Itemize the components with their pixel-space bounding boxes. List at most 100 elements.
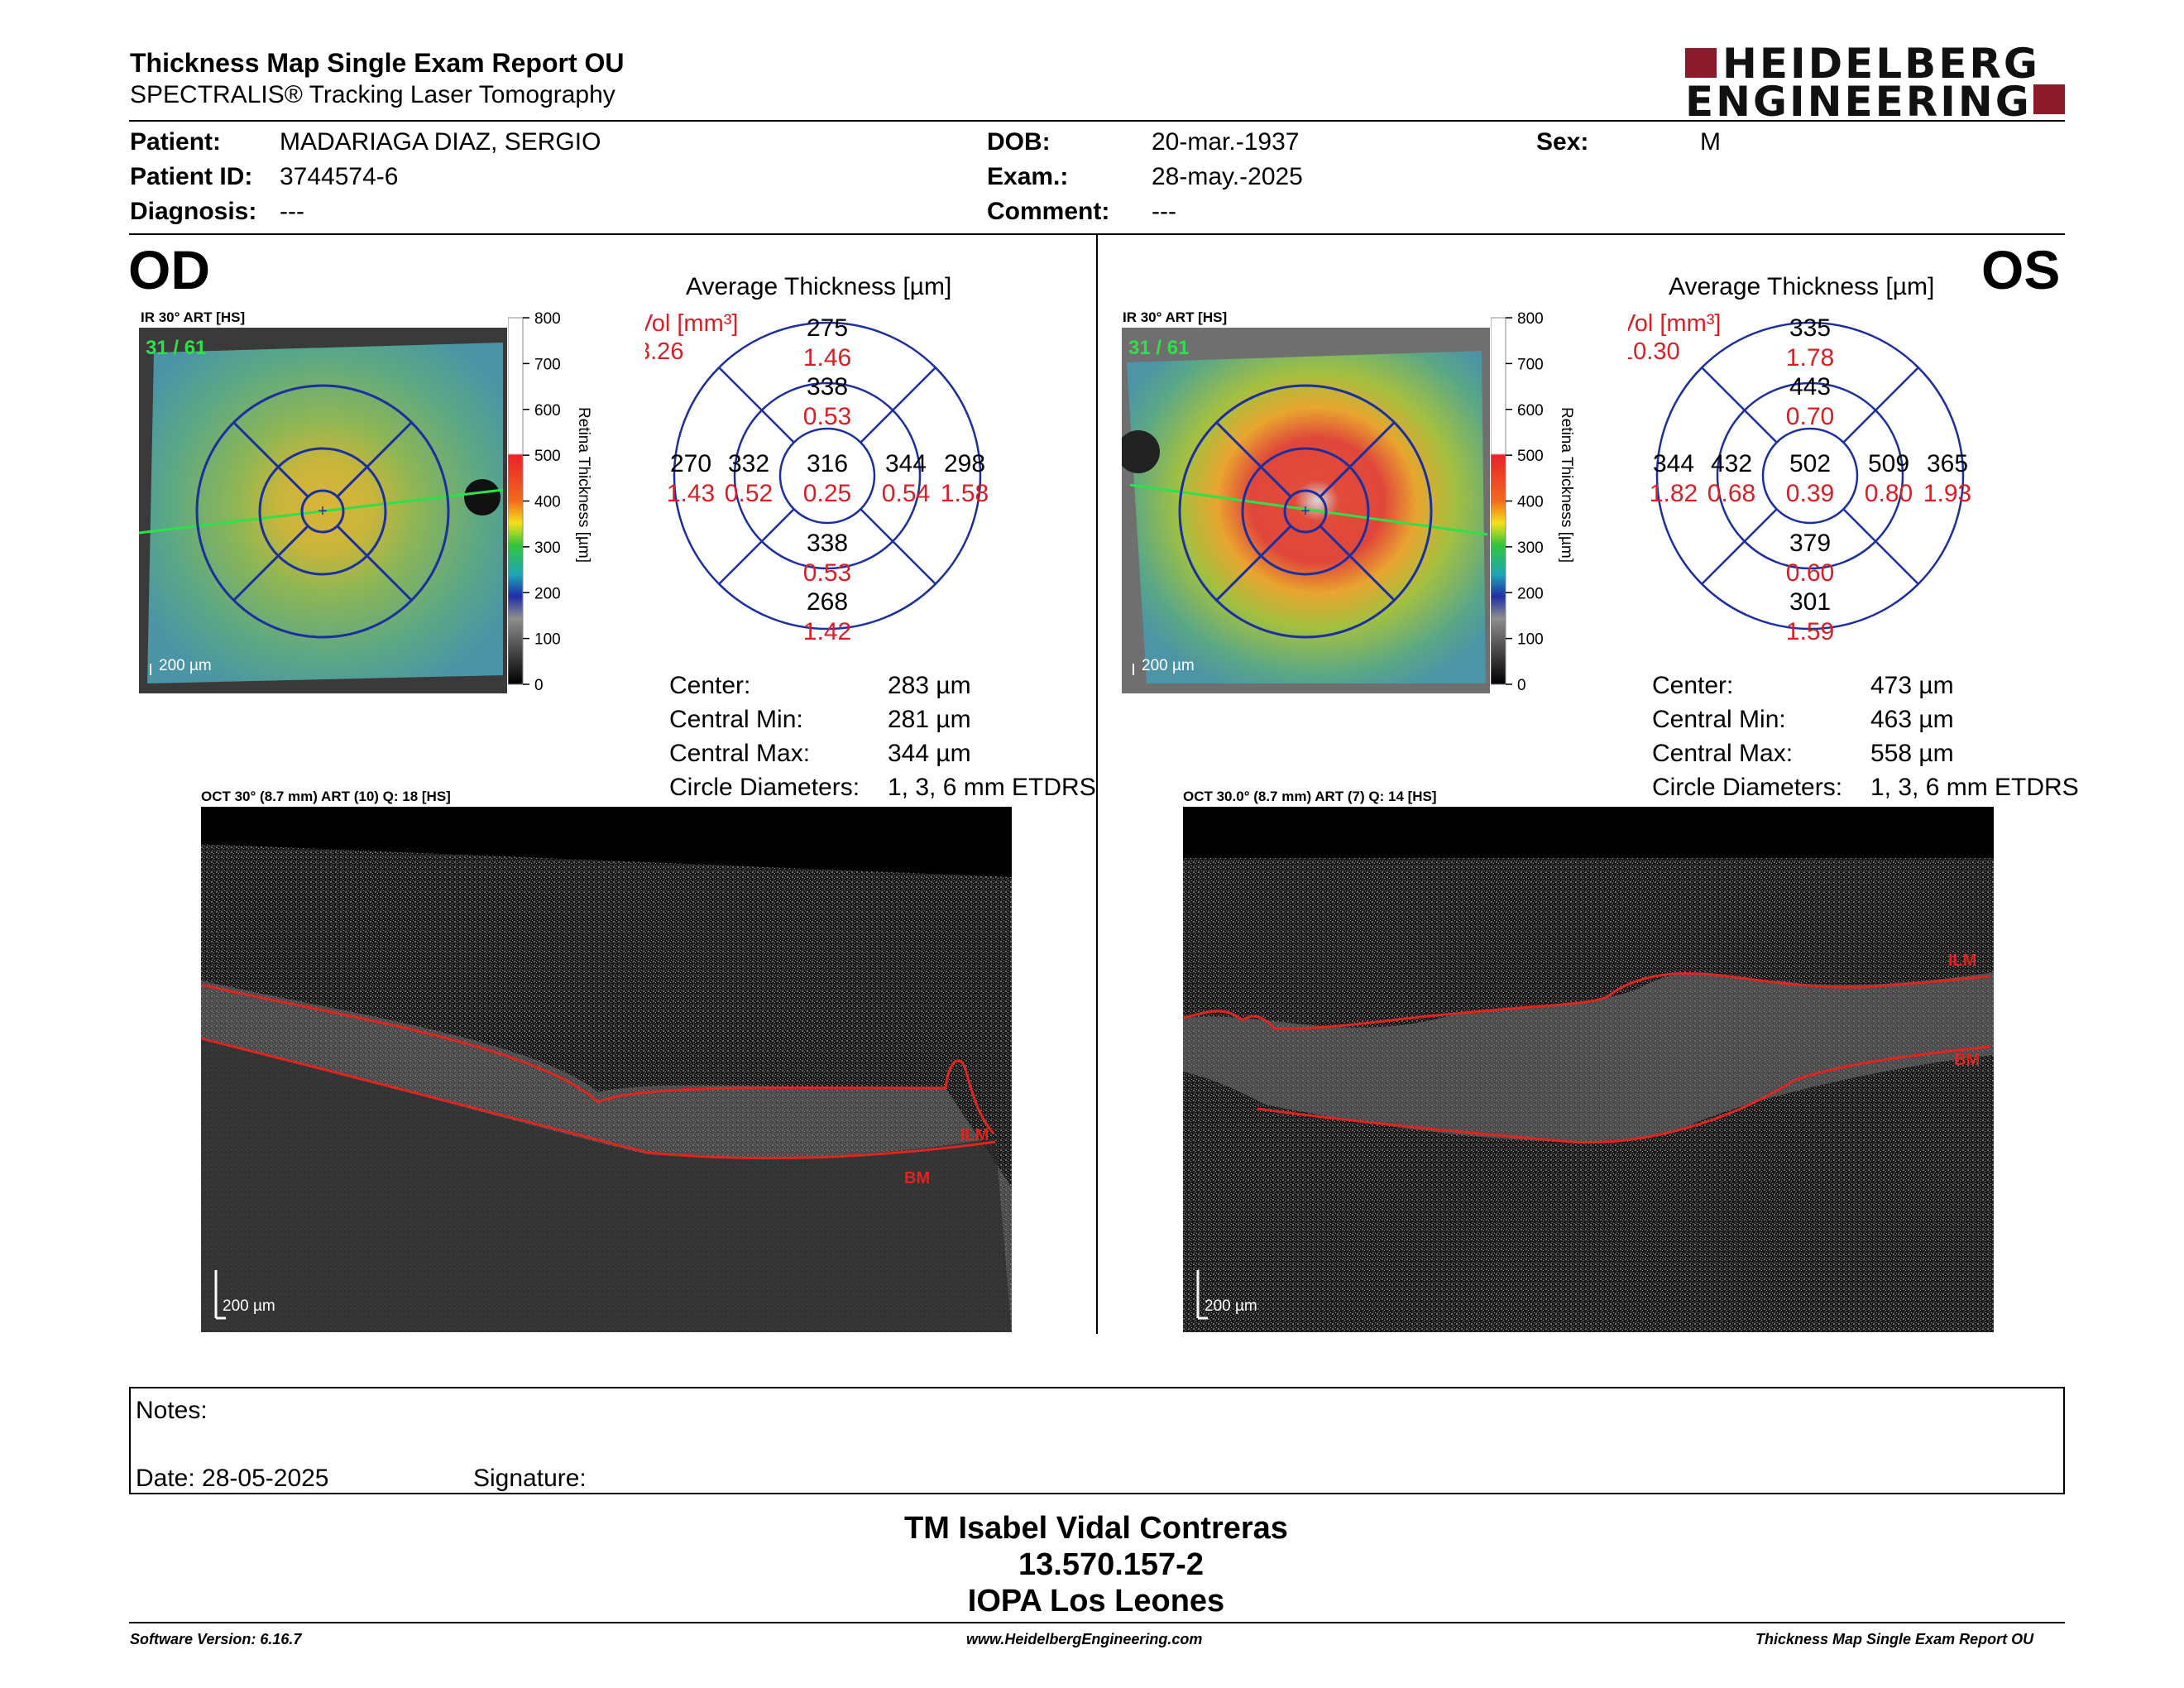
od-ilm-line bbox=[201, 983, 995, 1134]
os-inner-left-thickness: 432 bbox=[1711, 450, 1752, 477]
od-center-volume: 0.25 bbox=[803, 480, 851, 507]
os-inner-right-volume: 0.80 bbox=[1865, 480, 1913, 507]
patient-divider bbox=[129, 233, 2065, 235]
os-oct-caption: OCT 30.0° (8.7 mm) ART (7) Q: 14 [HS] bbox=[1183, 789, 1437, 804]
od-outer-right-thickness: 298 bbox=[944, 450, 985, 477]
od-inner-left-volume: 0.52 bbox=[725, 480, 773, 507]
os-outer-inferior-volume: 1.59 bbox=[1786, 618, 1834, 645]
od-outer-left-thickness: 270 bbox=[670, 450, 711, 477]
os-metric-label: Center: bbox=[1652, 672, 1734, 699]
os-vol-total: 10.30 bbox=[1628, 338, 1680, 365]
od-eye-label: OD bbox=[128, 239, 210, 300]
od-colorbar: 800 700 600 500 400 300 200 100 0 Retina Thickne… bbox=[508, 310, 592, 694]
os-metric-value: 1, 3, 6 mm ETDRS bbox=[1870, 774, 2079, 801]
colorbar-tick-label: 500 bbox=[1517, 448, 1544, 465]
od-thickness-map: + 31 / 61 200 µm bbox=[139, 328, 507, 693]
signature-label: Signature: bbox=[473, 1465, 587, 1492]
os-outer-inferior-thickness: 301 bbox=[1789, 588, 1831, 616]
os-metric-label: Central Min: bbox=[1652, 706, 1786, 733]
od-metric-label: Circle Diameters: bbox=[669, 774, 860, 801]
os-etdrs-chart: Vol [mm³] 10.30 335 1.78 443 0.70 502 0.… bbox=[1628, 310, 1971, 645]
od-inner-right-thickness: 344 bbox=[885, 450, 927, 477]
report-title: Thickness Map Single Exam Report OU bbox=[130, 48, 625, 78]
os-scan-line bbox=[1129, 483, 1488, 536]
od-metric-value: 283 µm bbox=[888, 672, 971, 699]
colorbar-tick-label: 200 bbox=[534, 585, 561, 602]
os-thickness-map: + 31 / 61 200 µm bbox=[1122, 328, 1490, 693]
os-metric-value: 463 µm bbox=[1870, 706, 1954, 733]
diagnosis-label: Diagnosis: bbox=[130, 198, 257, 225]
od-etdrs-chart: Vol [mm³] 8.26 275 1.46 338 0.53 316 0.2… bbox=[645, 310, 989, 645]
exam-value: 28-may.-2025 bbox=[1152, 163, 1303, 190]
footer-report-name: Thickness Map Single Exam Report OU bbox=[1755, 1631, 2034, 1647]
os-oct-bscan: ILM BM 200 µm bbox=[1183, 807, 1994, 1332]
os-outer-right-volume: 1.93 bbox=[1923, 480, 1971, 507]
od-outer-superior-volume: 1.46 bbox=[803, 344, 851, 372]
od-metric-value: 281 µm bbox=[888, 706, 971, 733]
colorbar-tick-label: 600 bbox=[534, 402, 561, 420]
patient-label: Patient: bbox=[130, 128, 222, 156]
header-divider bbox=[129, 120, 2065, 122]
report-subtitle: SPECTRALIS® Tracking Laser Tomography bbox=[130, 81, 615, 108]
colorbar-tick-label: 100 bbox=[534, 631, 561, 649]
od-scan-line bbox=[139, 488, 504, 535]
signer-name: TM Isabel Vidal Contreras bbox=[904, 1511, 1288, 1546]
colorbar-tick-label: 700 bbox=[534, 356, 561, 373]
footer-website[interactable]: www.HeidelbergEngineering.com bbox=[966, 1631, 1203, 1647]
od-metric-label: Central Max: bbox=[669, 740, 811, 767]
od-fovea-cross: + bbox=[318, 502, 328, 520]
od-vol-label: Vol [mm³] bbox=[645, 310, 738, 337]
od-inner-right-volume: 0.54 bbox=[882, 480, 930, 507]
os-outer-superior-thickness: 335 bbox=[1789, 314, 1831, 342]
od-inner-left-thickness: 332 bbox=[728, 450, 769, 477]
os-inner-superior-volume: 0.70 bbox=[1786, 403, 1834, 430]
colorbar-tick-label: 0 bbox=[1517, 677, 1526, 694]
os-center-thickness: 502 bbox=[1789, 450, 1831, 477]
colorbar-tick-label: 300 bbox=[534, 539, 561, 557]
od-frame-counter: 31 / 61 bbox=[146, 337, 206, 359]
footer-software-version: Software Version: 6.16.7 bbox=[130, 1631, 302, 1647]
colorbar-tick-label: 700 bbox=[1517, 356, 1544, 373]
od-inner-inferior-volume: 0.53 bbox=[803, 559, 851, 587]
os-fovea-cross: + bbox=[1300, 502, 1310, 520]
notes-box[interactable]: Notes: Date: 28-05-2025 Signature: bbox=[129, 1387, 2065, 1494]
os-ir-caption: IR 30° ART [HS] bbox=[1123, 309, 1228, 325]
od-fundus-scalebar: 200 µm bbox=[159, 657, 212, 674]
os-vol-label: Vol [mm³] bbox=[1628, 310, 1721, 337]
od-metric-label: Central Min: bbox=[669, 706, 803, 733]
footer-divider bbox=[129, 1622, 2065, 1623]
os-optic-disc bbox=[1122, 430, 1160, 473]
od-etdrs-grid bbox=[195, 384, 450, 639]
colorbar-tick-label: 200 bbox=[1517, 585, 1544, 602]
patient-id-value: 3744574-6 bbox=[280, 163, 399, 190]
os-inner-left-volume: 0.68 bbox=[1707, 480, 1755, 507]
comment-value: --- bbox=[1152, 198, 1176, 225]
colorbar-tick-label: 0 bbox=[534, 677, 544, 694]
os-average-thickness-title: Average Thickness [µm] bbox=[1669, 273, 1935, 300]
od-average-thickness-title: Average Thickness [µm] bbox=[686, 273, 952, 300]
diagnosis-value: --- bbox=[280, 198, 304, 225]
os-outer-superior-volume: 1.78 bbox=[1786, 344, 1834, 372]
patient-value: MADARIAGA DIAZ, SERGIO bbox=[280, 128, 601, 156]
os-metric-value: 558 µm bbox=[1870, 740, 1954, 767]
od-outer-right-volume: 1.58 bbox=[941, 480, 989, 507]
od-outer-left-volume: 1.43 bbox=[667, 480, 715, 507]
od-ir-caption: IR 30° ART [HS] bbox=[141, 309, 246, 325]
od-bm-line bbox=[201, 1037, 996, 1160]
dob-label: DOB: bbox=[987, 128, 1051, 156]
sex-label: Sex: bbox=[1536, 128, 1589, 156]
logo-red-square-bottom bbox=[2033, 84, 2065, 114]
eye-divider bbox=[1096, 235, 1098, 1334]
notes-label: Notes: bbox=[136, 1397, 208, 1424]
os-ilm-line bbox=[1183, 971, 1990, 1030]
os-metric-label: Central Max: bbox=[1652, 740, 1794, 767]
date-label: Date: 28-05-2025 bbox=[136, 1465, 329, 1492]
os-etdrs-grid bbox=[1178, 384, 1433, 639]
os-metric-value: 473 µm bbox=[1870, 672, 1954, 699]
os-oct-scalebar: 200 µm bbox=[1205, 1297, 1257, 1315]
od-ilm-label: ILM bbox=[960, 1126, 989, 1144]
os-colorbar: 800 700 600 500 400 300 200 100 0 Retina Thickne… bbox=[1491, 310, 1575, 694]
os-bm-label: BM bbox=[1954, 1051, 1980, 1069]
patient-id-label: Patient ID: bbox=[130, 163, 253, 190]
os-outer-left-volume: 1.82 bbox=[1650, 480, 1698, 507]
